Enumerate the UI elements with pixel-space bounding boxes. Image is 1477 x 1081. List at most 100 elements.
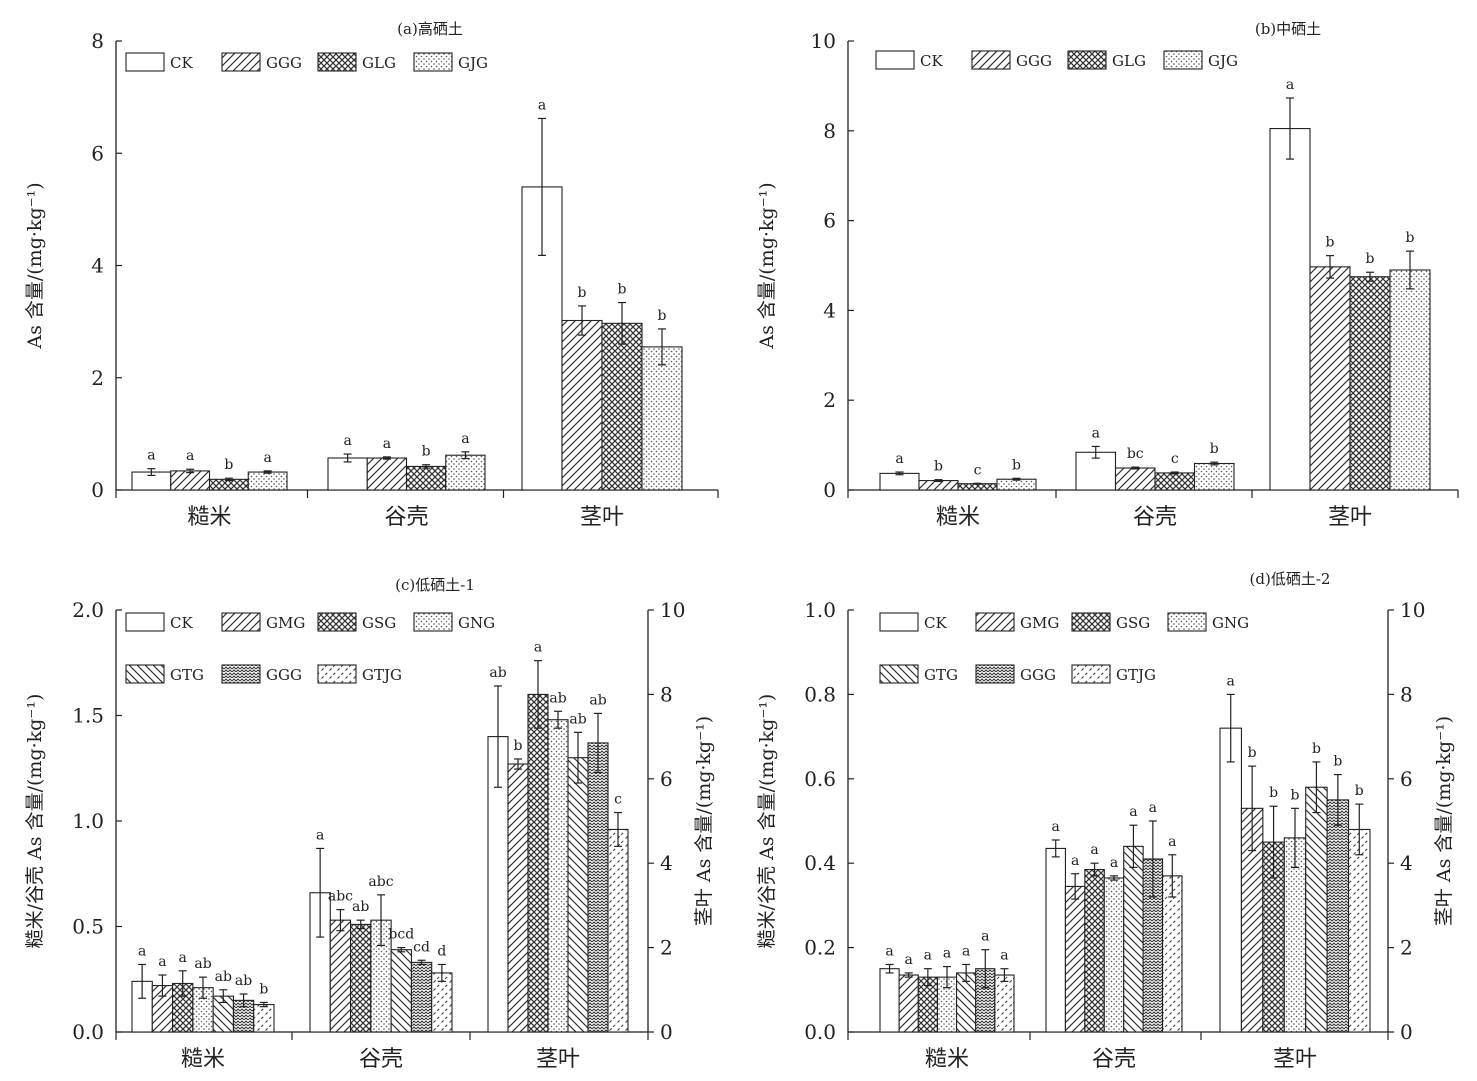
significance-label: a [895,451,903,467]
bar [1269,128,1311,491]
significance-label: ab [194,956,211,972]
bar [1309,266,1351,491]
bar [601,322,643,491]
bar [1305,786,1328,1033]
y2-tick-label: 10 [1400,598,1425,622]
significance-label: abc [328,889,353,905]
bar [327,457,368,491]
bar [507,763,529,1033]
significance-label: a [1168,834,1176,850]
y2-tick-label: 0 [660,1020,673,1044]
significance-label: a [343,433,351,449]
legend-label: GGG [266,666,302,684]
significance-label: a [263,450,271,466]
legend-swatch [221,664,261,684]
bar [879,472,920,491]
significance-label: c [1171,451,1179,467]
legend-label: GGG [1016,52,1052,70]
significance-label: d [437,943,446,959]
bar [1154,472,1196,491]
legend-swatch [125,52,165,72]
bar [898,974,919,1033]
bar [390,949,412,1033]
legend-label: GGG [266,54,302,72]
y-tick-label: 0.0 [72,1020,104,1044]
significance-label: a [1286,77,1294,93]
significance-label: a [538,97,546,113]
legend-swatch [413,52,453,72]
legend-swatch [317,52,357,72]
bar [1114,467,1156,491]
significance-label: b [1355,783,1364,799]
bar [996,478,1037,491]
bar [247,471,288,491]
significance-label: a [962,943,970,959]
x-tick-label: 茎叶 [1328,505,1372,530]
legend-swatch [879,664,919,684]
significance-label: ab [235,973,252,989]
significance-label: cd [413,939,430,955]
significance-label: ab [352,899,369,915]
significance-label: b [1312,741,1321,757]
bar [527,693,549,1033]
significance-label: ab [489,665,506,681]
bar [1219,727,1242,1033]
chart-panel-4: (d)低硒土-2 0.0 0.2 0.4 0.6 0.8 1.0 0 2 4 6 8 10 糙米/谷壳 A… [756,570,1455,1072]
legend-swatch [221,612,261,632]
y-tick-label: 6 [823,209,836,233]
legend-label: GTG [924,666,958,684]
bar [1084,868,1105,1033]
significance-label: a [1149,800,1157,816]
chart-panel-1: (a)高硒土 0 2 4 6 8 As 含量/(mg·kg⁻¹) 糙米 谷壳 茎叶 a a b a a a b a… [24,20,719,530]
bar [329,919,352,1033]
legend-label: CK [920,52,943,70]
chart-title: (b)中硒土 [1255,20,1321,38]
legend-swatch [975,612,1015,632]
bar [1064,885,1086,1033]
significance-label: b [1366,251,1375,267]
x-tick-label: 谷壳 [359,1047,403,1072]
legend-label: CK [924,614,947,632]
y-tick-label: 10 [811,29,836,53]
legend-swatch [125,612,165,632]
significance-label: b [1210,441,1219,457]
legend-swatch [875,50,915,70]
bar [350,923,372,1033]
bar [561,319,603,491]
y-tick-label: 0.8 [804,682,836,706]
y-tick-label: 0.2 [804,936,836,960]
y-tick-label: 4 [823,298,836,322]
legend-label: GTJG [362,666,402,684]
x-tick-label: 糙米 [936,505,980,530]
bar [1349,276,1391,491]
significance-label: a [1129,804,1137,820]
y-tick-label: 0.6 [804,767,836,791]
significance-label: a [158,954,166,970]
significance-label: ab [215,969,232,985]
legend-label: GTJG [1116,666,1156,684]
legend-label: GSG [1116,614,1150,632]
significance-label: ab [549,690,566,706]
y-tick-label: 0 [91,478,104,502]
legend-swatch [413,612,453,632]
legend-swatch [317,612,357,632]
significance-label: b [1269,785,1278,801]
significance-label: ab [589,692,606,708]
chart-title: (d)低硒土-2 [1250,570,1331,588]
significance-label: b [934,459,943,475]
legend-label: GMG [266,614,305,632]
x-tick-label: 茎叶 [1273,1047,1317,1072]
y-tick-label: 0.5 [72,915,104,939]
y-tick-label: 8 [823,119,836,143]
bar [410,961,433,1033]
bar [1389,269,1431,491]
legend-label: GLG [362,54,396,72]
significance-label: bcd [388,927,414,943]
legend-swatch [125,664,165,684]
significance-label: ab [569,711,586,727]
y-tick-label: 2 [91,366,104,390]
y-axis-label: As 含量/(mg·kg⁻¹) [756,182,778,349]
significance-label: b [1333,754,1342,770]
